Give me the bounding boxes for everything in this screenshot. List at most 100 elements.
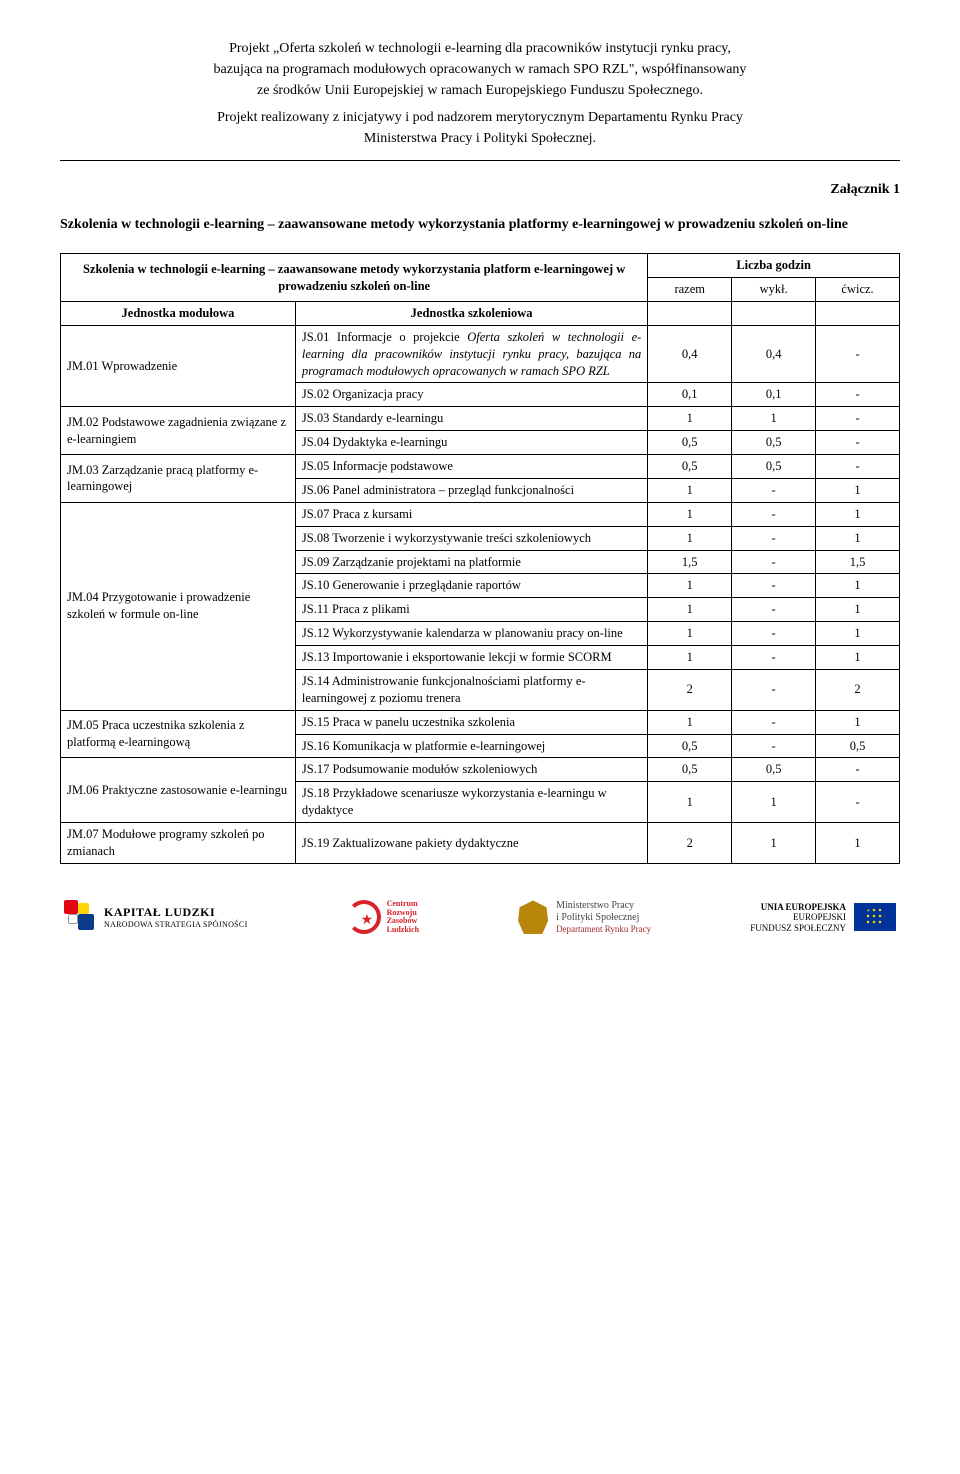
- cell-js05: JS.05 Informacje podstawowe: [295, 455, 647, 479]
- cell-r16-c: 0,5: [816, 734, 900, 758]
- cell-r02-r: 0,1: [648, 383, 732, 407]
- cell-jm06: JM.06 Praktyczne zastosowanie e-learning…: [61, 758, 296, 823]
- cell-jm05: JM.05 Praca uczestnika szkolenia z platf…: [61, 710, 296, 758]
- table-row: JM.07 Modułowe programy szkoleń po zmian…: [61, 823, 900, 864]
- cell-js14: JS.14 Administrowanie funkcjonalnościami…: [295, 669, 647, 710]
- cell-js09: JS.09 Zarządzanie projektami na platform…: [295, 550, 647, 574]
- cell-r06-c: 1: [816, 478, 900, 502]
- cell-r14-c: 2: [816, 669, 900, 710]
- eu-l3: FUNDUSZ SPOŁECZNY: [750, 923, 846, 933]
- cell-r03-c: -: [816, 407, 900, 431]
- cell-r09-w: -: [732, 550, 816, 574]
- cell-r11-c: 1: [816, 598, 900, 622]
- cell-r09-r: 1,5: [648, 550, 732, 574]
- cell-r11-r: 1: [648, 598, 732, 622]
- head-js: Jednostka szkoleniowa: [295, 301, 647, 325]
- cell-js03: JS.03 Standardy e-learningu: [295, 407, 647, 431]
- cell-r13-r: 1: [648, 646, 732, 670]
- cell-r15-c: 1: [816, 710, 900, 734]
- logo-kapital-ludzki: KAPITAŁ LUDZKI NARODOWA STRATEGIA SPÓJNO…: [64, 900, 248, 934]
- cell-r10-r: 1: [648, 574, 732, 598]
- table-row: JM.06 Praktyczne zastosowanie e-learning…: [61, 758, 900, 782]
- crzl-text: Centrum Rozwoju Zasobów Ludzkich: [387, 900, 419, 935]
- header-line-4: Projekt realizowany z inicjatywy i pod n…: [60, 109, 900, 128]
- cell-r04-r: 0,5: [648, 431, 732, 455]
- cell-r18-w: 1: [732, 782, 816, 823]
- footer-logos: KAPITAŁ LUDZKI NARODOWA STRATEGIA SPÓJNO…: [60, 900, 900, 935]
- head-cwicz: ćwicz.: [816, 278, 900, 302]
- head-wykl: wykł.: [732, 278, 816, 302]
- cell-jm07: JM.07 Modułowe programy szkoleń po zmian…: [61, 823, 296, 864]
- cell-r18-c: -: [816, 782, 900, 823]
- cell-js15: JS.15 Praca w panelu uczestnika szkoleni…: [295, 710, 647, 734]
- cell-r08-w: -: [732, 526, 816, 550]
- cell-jm02: JM.02 Podstawowe zagadnienia związane z …: [61, 407, 296, 455]
- eu-text: UNIA EUROPEJSKA EUROPEJSKI FUNDUSZ SPOŁE…: [750, 902, 846, 933]
- cell-r13-w: -: [732, 646, 816, 670]
- cell-r14-w: -: [732, 669, 816, 710]
- cell-r07-r: 1: [648, 502, 732, 526]
- cell-r17-w: 0,5: [732, 758, 816, 782]
- cell-r05-r: 0,5: [648, 455, 732, 479]
- cell-r19-r: 2: [648, 823, 732, 864]
- logo-eu: UNIA EUROPEJSKA EUROPEJSKI FUNDUSZ SPOŁE…: [750, 902, 896, 933]
- cell-r05-c: -: [816, 455, 900, 479]
- eu-flag-icon: [854, 903, 896, 931]
- cell-r04-w: 0,5: [732, 431, 816, 455]
- head-blank-1: [648, 301, 732, 325]
- table-row: JM.03 Zarządzanie pracą platformy e-lear…: [61, 455, 900, 479]
- cell-js04: JS.04 Dydaktyka e-learningu: [295, 431, 647, 455]
- header-line-1: Projekt „Oferta szkoleń w technologii e-…: [60, 40, 900, 59]
- min-l3: Departament Rynku Pracy: [556, 924, 651, 935]
- cell-r10-w: -: [732, 574, 816, 598]
- table-head-row-3: Jednostka modułowa Jednostka szkoleniowa: [61, 301, 900, 325]
- table-row: JM.05 Praca uczestnika szkolenia z platf…: [61, 710, 900, 734]
- header-separator: [60, 160, 900, 161]
- cell-r16-w: -: [732, 734, 816, 758]
- cell-r12-r: 1: [648, 622, 732, 646]
- cell-js10: JS.10 Generowanie i przeglądanie raportó…: [295, 574, 647, 598]
- cell-r14-r: 2: [648, 669, 732, 710]
- header-line-2: bazująca na programach modułowych opraco…: [60, 61, 900, 80]
- cell-r02-c: -: [816, 383, 900, 407]
- table-row: JM.04 Przygotowanie i prowadzenie szkole…: [61, 502, 900, 526]
- table-row: JM.02 Podstawowe zagadnienia związane z …: [61, 407, 900, 431]
- eu-l2: EUROPEJSKI: [750, 912, 846, 922]
- header-line-3: ze środków Unii Europejskiej w ramach Eu…: [60, 82, 900, 101]
- crzl-icon: ★: [347, 900, 381, 934]
- cell-r04-c: -: [816, 431, 900, 455]
- table-row: JM.01 Wprowadzenie JS.01 Informacje o pr…: [61, 325, 900, 383]
- cell-r19-c: 1: [816, 823, 900, 864]
- table-head-row-1: Szkolenia w technologii e-learning – zaa…: [61, 254, 900, 278]
- cell-r03-r: 1: [648, 407, 732, 431]
- head-jm: Jednostka modułowa: [61, 301, 296, 325]
- cell-r09-c: 1,5: [816, 550, 900, 574]
- cell-r11-w: -: [732, 598, 816, 622]
- logo-crzl: ★ Centrum Rozwoju Zasobów Ludzkich: [347, 900, 419, 935]
- min-l2: i Polityki Społecznej: [556, 912, 651, 924]
- cell-r05-w: 0,5: [732, 455, 816, 479]
- cell-r19-w: 1: [732, 823, 816, 864]
- logo-ministerstwo: Ministerstwo Pracy i Polityki Społecznej…: [518, 900, 651, 935]
- head-blank-2: [732, 301, 816, 325]
- cell-r01-w: 0,4: [732, 325, 816, 383]
- cell-r17-c: -: [816, 758, 900, 782]
- cell-js19: JS.19 Zaktualizowane pakiety dydaktyczne: [295, 823, 647, 864]
- cell-js16: JS.16 Komunikacja w platformie e-learnin…: [295, 734, 647, 758]
- cell-r17-r: 0,5: [648, 758, 732, 782]
- cell-r07-w: -: [732, 502, 816, 526]
- cell-r03-w: 1: [732, 407, 816, 431]
- header-line-5: Ministerstwa Pracy i Polityki Społecznej…: [60, 130, 900, 149]
- eu-l1: UNIA EUROPEJSKA: [750, 902, 846, 912]
- cell-r12-c: 1: [816, 622, 900, 646]
- ministerstwo-text: Ministerstwo Pracy i Polityki Społecznej…: [556, 900, 651, 935]
- attachment-label: Załącznik 1: [60, 181, 900, 200]
- cell-js01: JS.01 Informacje o projekcie Oferta szko…: [295, 325, 647, 383]
- cell-r15-r: 1: [648, 710, 732, 734]
- eagle-icon: [518, 900, 548, 934]
- page-header: Projekt „Oferta szkoleń w technologii e-…: [60, 40, 900, 148]
- cell-js12: JS.12 Wykorzystywanie kalendarza w plano…: [295, 622, 647, 646]
- kl-icon: [64, 900, 98, 934]
- cell-r01-c: -: [816, 325, 900, 383]
- cell-r08-c: 1: [816, 526, 900, 550]
